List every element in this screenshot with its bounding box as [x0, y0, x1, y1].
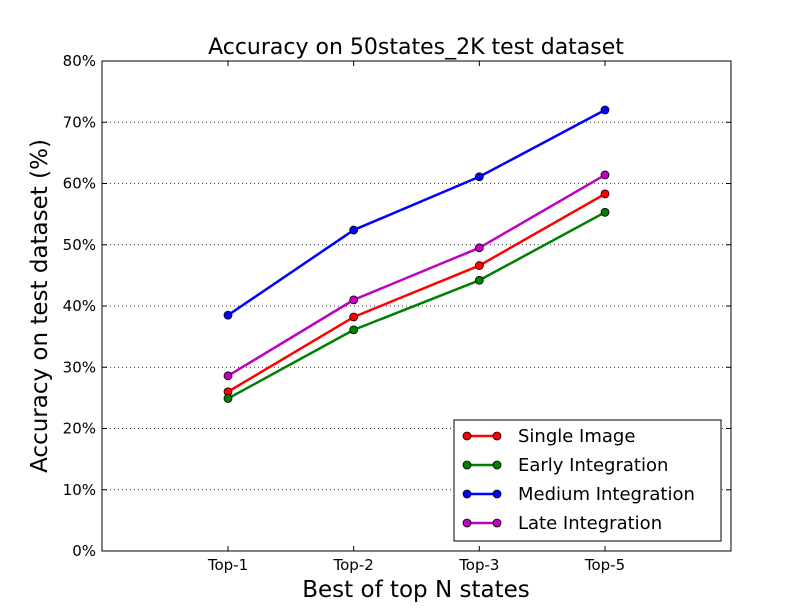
- data-point-late-integration: [349, 295, 359, 305]
- y-tick-label: 20%: [63, 420, 96, 438]
- data-point-early-integration: [600, 207, 610, 217]
- y-tick-label: 60%: [63, 175, 96, 193]
- data-point-medium-integration: [349, 225, 359, 235]
- data-point-single-image: [600, 189, 610, 199]
- y-axis-ticks: 0% 10% 20% 30% 40% 50% 60% 70% 80%: [63, 52, 731, 560]
- y-tick-label: 0%: [72, 542, 96, 560]
- legend-label: Late Integration: [518, 513, 662, 534]
- legend-item-late-integration: Late Integration: [462, 513, 662, 534]
- data-point-medium-integration: [600, 105, 610, 115]
- legend-label: Single Image: [518, 426, 635, 447]
- y-tick-label: 10%: [63, 481, 96, 499]
- series-line-early-integration: [227, 211, 606, 400]
- x-tick-label: Top-5: [584, 556, 625, 574]
- legend-label: Early Integration: [518, 455, 668, 476]
- legend-marker: [492, 431, 502, 441]
- y-tick-label: 80%: [63, 52, 96, 70]
- x-tick-label: Top-3: [458, 556, 499, 574]
- data-point-medium-integration: [474, 172, 484, 182]
- y-tick-label: 70%: [63, 113, 96, 131]
- series-line-single-image: [227, 192, 606, 393]
- data-point-single-image: [474, 261, 484, 270]
- legend-item-early-integration: Early Integration: [462, 455, 668, 476]
- data-point-early-integration: [349, 325, 359, 335]
- series-line-medium-integration: [227, 108, 606, 317]
- series-line-late-integration: [227, 173, 606, 377]
- data-point-early-integration: [474, 275, 484, 285]
- legend-item-medium-integration: Medium Integration: [462, 484, 695, 505]
- legend-marker: [462, 489, 472, 499]
- y-tick-label: 40%: [63, 297, 96, 315]
- data-point-late-integration: [223, 371, 233, 381]
- x-tick-label: Top-2: [333, 556, 374, 574]
- data-point-medium-integration: [223, 310, 233, 320]
- x-axis-title: Best of top N states: [302, 577, 529, 603]
- y-tick-label: 30%: [63, 358, 96, 376]
- legend-label: Medium Integration: [518, 484, 695, 505]
- series-single-image: [223, 189, 610, 397]
- chart-title: Accuracy on 50states_2K test dataset: [208, 35, 624, 60]
- data-point-single-image: [349, 312, 359, 322]
- legend: Single Image Early Integration Medium Inte…: [453, 419, 722, 542]
- legend-marker: [492, 460, 502, 470]
- y-tick-label: 50%: [63, 236, 96, 254]
- series-medium-integration: [223, 105, 610, 320]
- y-axis-title: Accuracy on test dataset (%): [27, 139, 53, 473]
- series-early-integration: [223, 207, 610, 403]
- data-point-early-integration: [223, 394, 233, 403]
- legend-item-single-image: Single Image: [462, 426, 635, 447]
- x-axis-ticks: Top-1 Top-2 Top-3 Top-5: [207, 61, 625, 574]
- data-point-late-integration: [474, 243, 484, 253]
- legend-marker: [462, 431, 472, 441]
- x-tick-label: Top-1: [207, 556, 248, 574]
- legend-marker: [492, 518, 502, 528]
- legend-marker: [462, 518, 472, 528]
- legend-marker: [492, 489, 502, 499]
- legend-marker: [462, 460, 472, 470]
- series-layer: [223, 105, 610, 403]
- series-late-integration: [223, 170, 610, 381]
- data-point-late-integration: [600, 170, 610, 180]
